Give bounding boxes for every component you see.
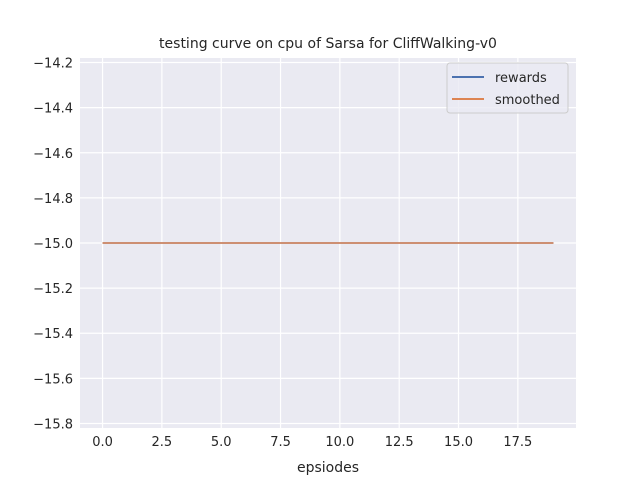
y-tick-label: −14.4 (33, 102, 73, 117)
legend-label-smoothed: smoothed (495, 93, 560, 108)
y-tick-label: −14.6 (33, 147, 73, 162)
x-tick-label: 2.5 (152, 435, 173, 450)
legend-label-rewards: rewards (495, 71, 547, 86)
legend: rewards smoothed (446, 62, 569, 114)
x-axis-label: epsiodes (297, 460, 359, 476)
y-tick-label: −15.0 (33, 237, 73, 252)
x-tick-label: 10.0 (325, 435, 354, 450)
chart-title: testing curve on cpu of Sarsa for CliffW… (159, 36, 497, 52)
y-tick-label: −15.2 (33, 282, 73, 297)
y-tick-label: −14.2 (33, 57, 73, 72)
x-tick-label: 5.0 (211, 435, 232, 450)
legend-box (446, 62, 569, 114)
y-tick-label: −15.4 (33, 327, 73, 342)
x-tick-label: 7.5 (270, 435, 291, 450)
y-tick-label: −15.8 (33, 417, 73, 432)
x-tick-label: 15.0 (444, 435, 473, 450)
x-tick-label: 0.0 (92, 435, 113, 450)
x-tick-label: 17.5 (503, 435, 532, 450)
x-tick-label: 12.5 (385, 435, 414, 450)
y-tick-label: −15.6 (33, 372, 73, 387)
y-tick-label: −14.8 (33, 192, 73, 207)
tick-labels: 0.0 2.5 5.0 7.5 10.0 12.5 15.0 17.5 −14.2 −14.4 −1… (33, 57, 532, 450)
